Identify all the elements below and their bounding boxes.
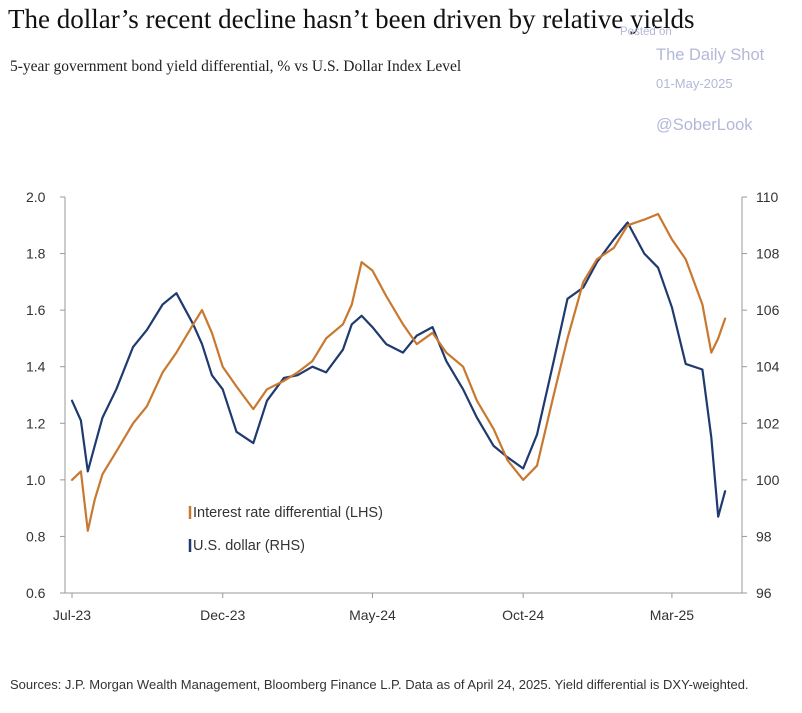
x-tick-label: May-24 bbox=[349, 607, 396, 623]
source-note: Sources: J.P. Morgan Wealth Management, … bbox=[10, 677, 749, 692]
y-right-tick-label: 106 bbox=[756, 302, 780, 318]
chart-axes bbox=[64, 197, 743, 594]
watermark-posted: Posted on bbox=[620, 26, 672, 38]
x-tick-label: Oct-24 bbox=[502, 607, 544, 623]
y-left-tick-label: 1.6 bbox=[26, 302, 46, 318]
y-left-tick-label: 1.4 bbox=[26, 359, 46, 375]
chart-title: The dollar’s recent decline hasn’t been … bbox=[8, 4, 695, 34]
y-right-tick-label: 108 bbox=[756, 246, 780, 262]
chart-series bbox=[70, 212, 727, 532]
chart-legend: Interest rate differential (LHS) U.S. dol… bbox=[188, 505, 383, 554]
y-right-tick-label: 102 bbox=[756, 415, 780, 431]
x-tick-label: Mar-25 bbox=[650, 607, 695, 623]
legend-dollar-label: U.S. dollar (RHS) bbox=[193, 538, 305, 554]
watermark-date: 01-May-2025 bbox=[656, 76, 733, 91]
y-left-tick-label: 2.0 bbox=[26, 189, 46, 205]
differential-line bbox=[70, 212, 727, 532]
y-left-tick-label: 0.8 bbox=[26, 528, 46, 544]
y-left-tick-label: 1.0 bbox=[26, 472, 46, 488]
x-tick-label: Dec-23 bbox=[200, 607, 245, 623]
dollar-line bbox=[70, 221, 727, 518]
chart-ticks: 2.0 1.8 1.6 1.4 1.2 1.0 0.8 0.6 110 108 106 104 102 1… bbox=[26, 189, 780, 623]
y-right-tick-label: 104 bbox=[756, 359, 780, 375]
y-right-tick-label: 98 bbox=[756, 528, 772, 544]
y-left-tick-label: 1.8 bbox=[26, 246, 46, 262]
y-right-tick-label: 100 bbox=[756, 472, 780, 488]
chart-subtitle: 5-year government bond yield differentia… bbox=[10, 58, 462, 75]
x-tick-label: Jul-23 bbox=[53, 607, 91, 623]
watermark-name: The Daily Shot bbox=[656, 46, 765, 64]
y-left-tick-label: 0.6 bbox=[26, 585, 46, 601]
y-right-tick-label: 110 bbox=[756, 189, 779, 205]
y-right-tick-label: 96 bbox=[756, 585, 772, 601]
legend-differential-label: Interest rate differential (LHS) bbox=[193, 505, 383, 521]
y-left-tick-label: 1.2 bbox=[26, 415, 46, 431]
watermark-handle: @SoberLook bbox=[656, 116, 753, 134]
